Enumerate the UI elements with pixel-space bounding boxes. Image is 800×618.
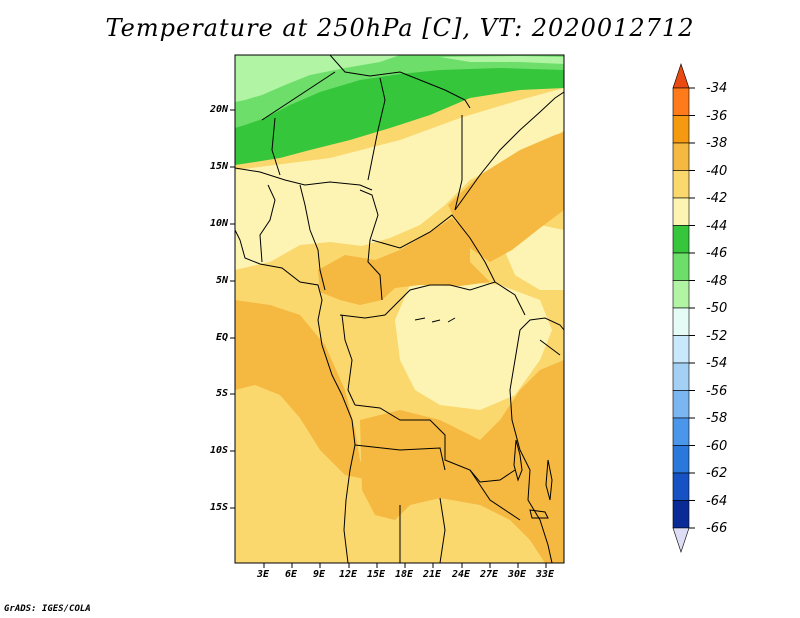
colorbar-swatch xyxy=(672,335,690,364)
colorbar-label-m64: -64 xyxy=(706,494,728,509)
lon-ticks xyxy=(263,563,547,568)
colorbar-swatch xyxy=(672,500,690,529)
lon-label-15e: 15E xyxy=(367,569,386,580)
lon-label-30e: 30E xyxy=(508,569,527,580)
colorbar-label-m66: -66 xyxy=(706,521,728,536)
colorbar-swatch xyxy=(672,170,690,199)
lat-label-eq: EQ xyxy=(215,332,228,343)
colorbar-label-m44: -44 xyxy=(706,219,728,234)
contour-m38-southeast xyxy=(360,360,564,563)
colorbar-label-m58: -58 xyxy=(706,411,728,426)
colorbar-swatch xyxy=(672,362,690,391)
temperature-field xyxy=(235,55,564,563)
lat-label-10s: 10S xyxy=(209,445,228,456)
grads-credit: GrADS: IGES/COLA xyxy=(4,604,91,614)
colorbar-swatch xyxy=(672,115,690,144)
colorbar-top-arrow xyxy=(672,63,690,89)
colorbar-label-m48: -48 xyxy=(706,274,728,289)
lon-label-12e: 12E xyxy=(339,569,358,580)
contour-m48-strip xyxy=(440,56,564,64)
colorbar-label-m56: -56 xyxy=(706,384,728,399)
chart-title: Temperature at 250hPa [C], VT: 202001271… xyxy=(105,14,695,42)
lon-label-33e: 33E xyxy=(536,569,555,580)
lon-label-24e: 24E xyxy=(452,569,471,580)
colorbar-label-m54: -54 xyxy=(706,356,728,371)
lat-label-5s: 5S xyxy=(215,388,228,399)
lakes xyxy=(414,317,553,519)
lon-label-21e: 21E xyxy=(423,569,442,580)
colorbar-swatch xyxy=(672,445,690,474)
lon-label-27e: 27E xyxy=(480,569,499,580)
colorbar-label-m62: -62 xyxy=(706,466,728,481)
country-borders xyxy=(235,55,564,563)
colorbar-label-m40: -40 xyxy=(706,164,728,179)
colorbar-label-m36: -36 xyxy=(706,109,728,124)
colorbar-swatch xyxy=(672,142,690,171)
colorbar-swatch xyxy=(672,252,690,281)
colorbar-swatch xyxy=(672,472,690,501)
lat-label-15s: 15S xyxy=(209,502,228,513)
colorbar-bottom-arrow xyxy=(672,527,690,553)
colorbar-label-m38: -38 xyxy=(706,136,728,151)
lat-label-5n: 5N xyxy=(215,275,228,286)
lat-label-10n: 10N xyxy=(209,218,228,229)
lon-label-9e: 9E xyxy=(313,569,326,580)
colorbar-swatch xyxy=(672,87,690,116)
contour-m38-center xyxy=(318,218,490,305)
colorbar-label-m60: -60 xyxy=(706,439,728,454)
lon-label-6e: 6E xyxy=(285,569,298,580)
map-frame xyxy=(234,54,565,564)
lon-label-18e: 18E xyxy=(395,569,414,580)
colorbar-swatch xyxy=(672,417,690,446)
contour-m48 xyxy=(235,55,400,102)
colorbar-label-m34: -34 xyxy=(706,81,728,96)
colorbar-swatch xyxy=(672,225,690,254)
colorbar-label-m46: -46 xyxy=(706,246,728,261)
colorbar xyxy=(672,63,695,553)
contour-m42-north xyxy=(235,88,564,270)
contour-m38-southwest xyxy=(235,300,370,480)
colorbar-swatch xyxy=(672,280,690,309)
lat-ticks xyxy=(230,109,235,509)
lat-label-15n: 15N xyxy=(209,161,228,172)
colorbar-label-m42: -42 xyxy=(706,191,728,206)
lon-label-3e: 3E xyxy=(257,569,270,580)
colorbar-swatch xyxy=(672,197,690,226)
colorbar-label-m52: -52 xyxy=(706,329,728,344)
colorbar-label-m50: -50 xyxy=(706,301,728,316)
contour-m38-northeast xyxy=(448,132,564,262)
contour-m42-center xyxy=(395,280,552,410)
colorbar-swatch xyxy=(672,307,690,336)
colorbar-swatch xyxy=(672,390,690,419)
lat-label-20n: 20N xyxy=(209,104,228,115)
